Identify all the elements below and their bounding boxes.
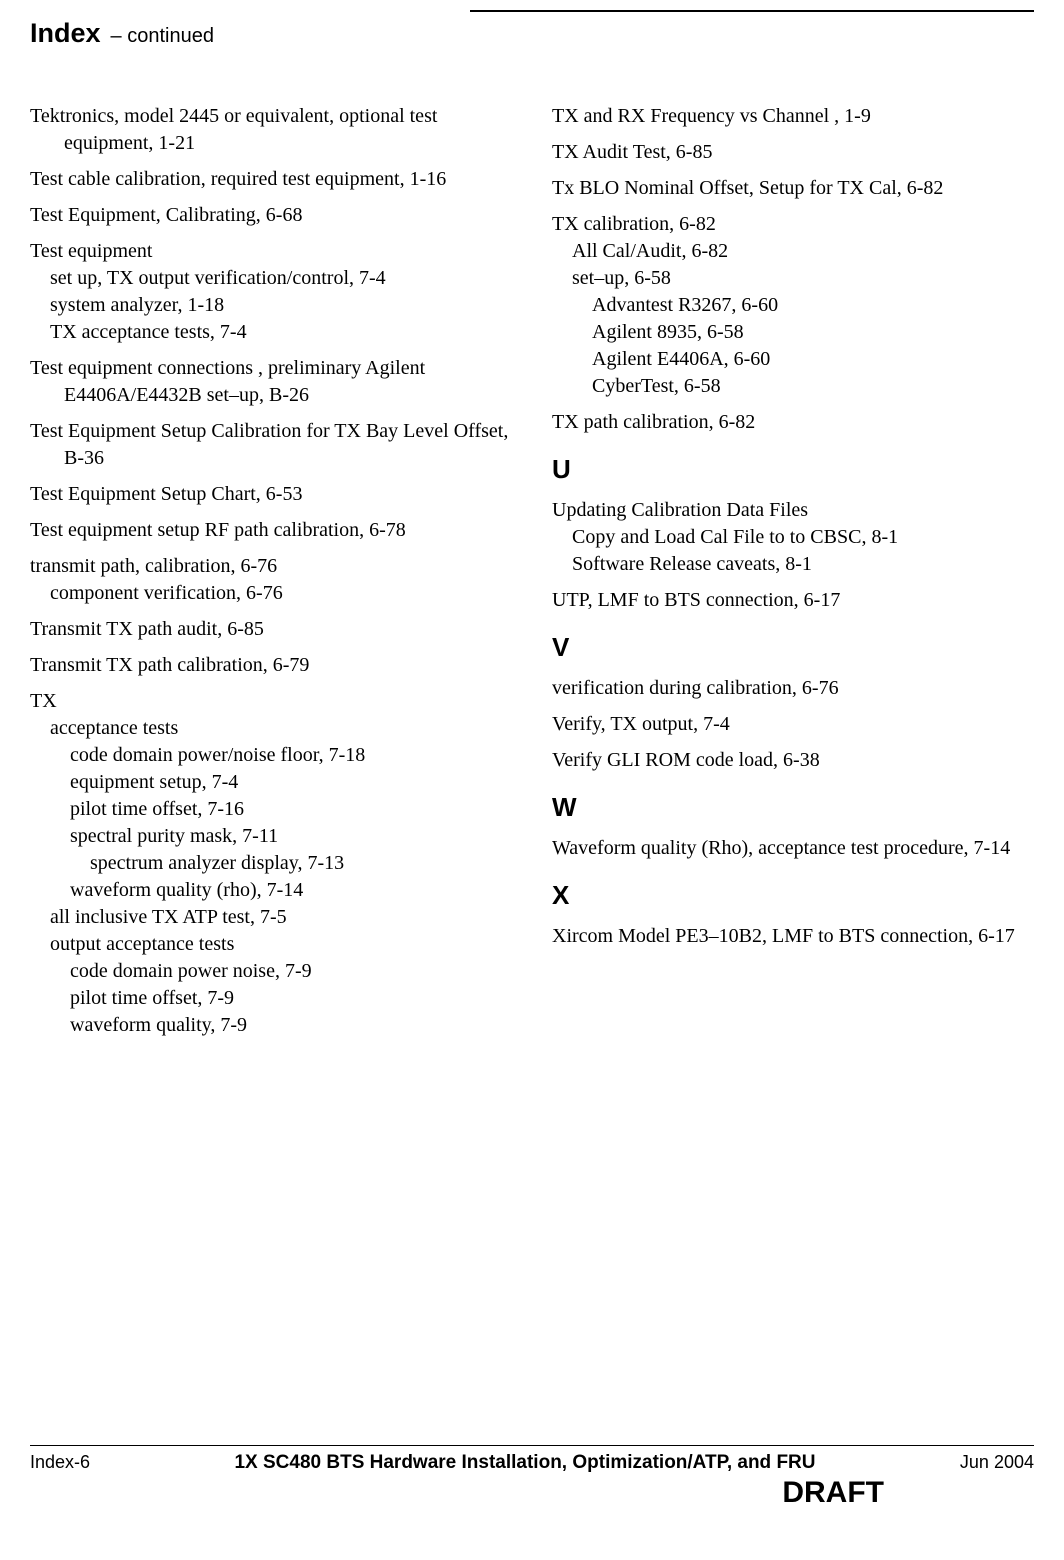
index-subentry: code domain power noise, 7-9: [30, 958, 512, 985]
section-letter-v: V: [552, 630, 1034, 665]
index-entry: Xircom Model PE3–10B2, LMF to BTS connec…: [552, 923, 1034, 950]
right-column: TX and RX Frequency vs Channel , 1-9 TX …: [552, 103, 1034, 1048]
index-group: Test equipment set up, TX output verific…: [30, 238, 512, 346]
index-subentry: Software Release caveats, 8-1: [552, 551, 1034, 578]
index-subentry: Advantest R3267, 6-60: [552, 292, 1034, 319]
index-entry: Updating Calibration Data Files: [552, 497, 1034, 524]
index-group: transmit path, calibration, 6-76 compone…: [30, 553, 512, 607]
index-entry: Test cable calibration, required test eq…: [30, 166, 512, 193]
index-subentry: waveform quality, 7-9: [30, 1012, 512, 1039]
index-entry: Test Equipment Setup Calibration for TX …: [30, 418, 512, 472]
footer-page-number: Index-6: [30, 1452, 90, 1473]
index-subentry: TX acceptance tests, 7-4: [30, 319, 512, 346]
index-entry: Test equipment connections , preliminary…: [30, 355, 512, 409]
index-subentry: All Cal/Audit, 6-82: [552, 238, 1034, 265]
index-entry: Verify, TX output, 7-4: [552, 711, 1034, 738]
section-letter-u: U: [552, 452, 1034, 487]
index-group: Updating Calibration Data Files Copy and…: [552, 497, 1034, 578]
index-subentry: all inclusive TX ATP test, 7-5: [30, 904, 512, 931]
index-subentry: component verification, 6-76: [30, 580, 512, 607]
index-entry: transmit path, calibration, 6-76: [30, 553, 512, 580]
index-entry: UTP, LMF to BTS connection, 6-17: [552, 587, 1034, 614]
page-header: Index – continued: [30, 18, 1034, 53]
index-entry: Verify GLI ROM code load, 6-38: [552, 747, 1034, 774]
index-entry: Transmit TX path audit, 6-85: [30, 616, 512, 643]
index-entry: Test Equipment Setup Chart, 6-53: [30, 481, 512, 508]
page-footer: Index-6 1X SC480 BTS Hardware Installati…: [30, 1445, 1034, 1510]
index-entry: TX calibration, 6-82: [552, 211, 1034, 238]
footer-rule: [30, 1445, 1034, 1446]
index-subentry: output acceptance tests: [30, 931, 512, 958]
index-entry: TX and RX Frequency vs Channel , 1-9: [552, 103, 1034, 130]
index-entry: Waveform quality (Rho), acceptance test …: [552, 835, 1034, 862]
footer-date: Jun 2004: [960, 1452, 1034, 1473]
index-subentry: Copy and Load Cal File to to CBSC, 8-1: [552, 524, 1034, 551]
index-subentry: pilot time offset, 7-9: [30, 985, 512, 1012]
index-entry: Transmit TX path calibration, 6-79: [30, 652, 512, 679]
index-columns: Tektronics, model 2445 or equivalent, op…: [30, 103, 1034, 1048]
index-subentry: code domain power/noise floor, 7-18: [30, 742, 512, 769]
index-entry: Tx BLO Nominal Offset, Setup for TX Cal,…: [552, 175, 1034, 202]
header-rule: [470, 10, 1034, 12]
index-subentry: spectrum analyzer display, 7-13: [30, 850, 512, 877]
index-entry: TX: [30, 688, 512, 715]
section-letter-x: X: [552, 878, 1034, 913]
index-entry: TX path calibration, 6-82: [552, 409, 1034, 436]
footer-doc-title: 1X SC480 BTS Hardware Installation, Opti…: [234, 1452, 815, 1474]
page-content: Index – continued Tektronics, model 2445…: [0, 0, 1064, 1048]
header-title: Index: [30, 18, 101, 49]
index-subentry: set–up, 6-58: [552, 265, 1034, 292]
index-subentry: pilot time offset, 7-16: [30, 796, 512, 823]
index-subentry: Agilent E4406A, 6-60: [552, 346, 1034, 373]
index-subentry: equipment setup, 7-4: [30, 769, 512, 796]
index-group: TX acceptance tests code domain power/no…: [30, 688, 512, 1039]
index-subentry: acceptance tests: [30, 715, 512, 742]
index-subentry: CyberTest, 6-58: [552, 373, 1034, 400]
index-entry: Test equipment: [30, 238, 512, 265]
header-subtitle: – continued: [111, 25, 214, 48]
index-subentry: system analyzer, 1-18: [30, 292, 512, 319]
index-subentry: Agilent 8935, 6-58: [552, 319, 1034, 346]
index-subentry: spectral purity mask, 7-11: [30, 823, 512, 850]
index-entry: TX Audit Test, 6-85: [552, 139, 1034, 166]
left-column: Tektronics, model 2445 or equivalent, op…: [30, 103, 512, 1048]
index-subentry: waveform quality (rho), 7-14: [30, 877, 512, 904]
index-entry: Tektronics, model 2445 or equivalent, op…: [30, 103, 512, 157]
index-entry: Test Equipment, Calibrating, 6-68: [30, 202, 512, 229]
section-letter-w: W: [552, 790, 1034, 825]
index-group: TX calibration, 6-82 All Cal/Audit, 6-82…: [552, 211, 1034, 400]
index-entry: verification during calibration, 6-76: [552, 675, 1034, 702]
draft-watermark: DRAFT: [30, 1476, 1034, 1510]
index-subentry: set up, TX output verification/control, …: [30, 265, 512, 292]
footer-row: Index-6 1X SC480 BTS Hardware Installati…: [30, 1452, 1034, 1474]
index-entry: Test equipment setup RF path calibration…: [30, 517, 512, 544]
